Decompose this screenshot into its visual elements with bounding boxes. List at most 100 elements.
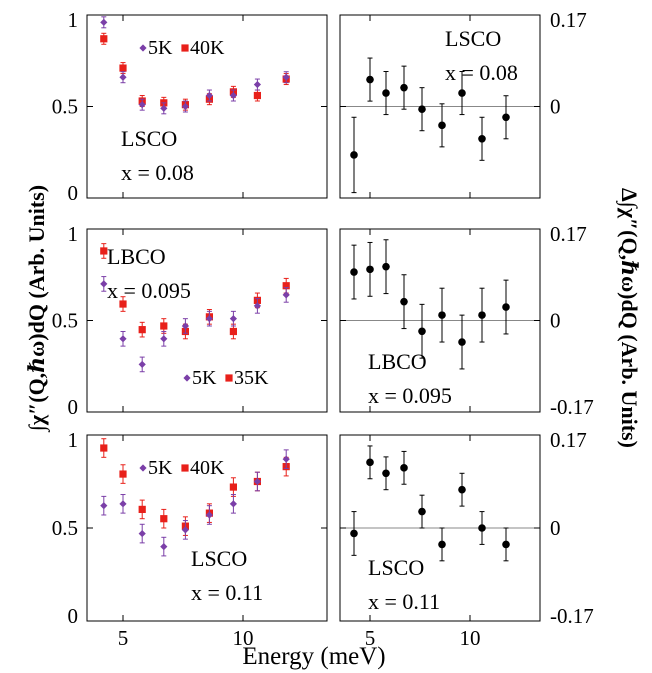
legend-label: 5K bbox=[192, 367, 217, 389]
left-y-axis-title: ∫χ″(Q,ℏω)dQ (Arb. Units) bbox=[24, 185, 50, 433]
data-point bbox=[478, 134, 486, 143]
data-point bbox=[418, 327, 426, 336]
x-tick-label: 5 bbox=[118, 626, 129, 650]
panel-annotation: LSCO bbox=[191, 546, 247, 571]
y-tick-label: 0 bbox=[68, 181, 79, 205]
y-tick-label: 0 bbox=[550, 516, 561, 540]
data-point bbox=[438, 540, 446, 549]
panel-annotation: x = 0.11 bbox=[368, 589, 440, 614]
data-point bbox=[138, 505, 146, 513]
panel-annotation: x = 0.08 bbox=[121, 160, 194, 185]
data-point bbox=[366, 265, 374, 274]
data-point bbox=[382, 89, 390, 97]
panel-annotation: LSCO bbox=[445, 26, 501, 51]
right-y-axis-title: Δ∫χ″(Q,ℏω)dQ (Arb. Units) bbox=[616, 188, 642, 448]
data-point bbox=[229, 483, 237, 491]
data-point bbox=[400, 297, 408, 306]
data-point bbox=[160, 322, 168, 330]
panel-bottom-left: 5 10 0 0.5 1 LSCO x = 0.11 5K 40K bbox=[52, 428, 328, 650]
legend-label: 40K bbox=[190, 457, 225, 479]
legend-marker bbox=[139, 464, 147, 472]
y-tick-label: 0 bbox=[68, 395, 79, 419]
data-point bbox=[119, 335, 127, 343]
legend: 5K 40K bbox=[139, 457, 225, 479]
legend-marker bbox=[139, 44, 147, 52]
panel-annotation: LSCO bbox=[368, 555, 424, 580]
data-point bbox=[253, 80, 261, 89]
series-0 bbox=[350, 445, 510, 562]
panel-annotation: LBCO bbox=[107, 244, 166, 269]
data-point bbox=[253, 302, 261, 310]
legend-marker bbox=[181, 44, 189, 52]
y-tick-label: 1 bbox=[68, 8, 79, 32]
panel-middle-right: -0.17 0 0.17 LBCO x = 0.095 bbox=[339, 222, 594, 419]
legend: 5K 35K bbox=[183, 367, 269, 389]
data-point bbox=[366, 75, 374, 84]
data-point bbox=[478, 524, 486, 532]
series-0 bbox=[350, 239, 510, 370]
legend-marker bbox=[181, 464, 189, 472]
data-point bbox=[502, 113, 510, 122]
panel-annotation: x = 0.095 bbox=[107, 278, 191, 303]
data-point bbox=[181, 102, 189, 111]
y-tick-label: 0 bbox=[68, 604, 79, 628]
data-point bbox=[100, 280, 108, 288]
panel-middle-left: 0 0.5 1 LBCO x = 0.095 5K 35K bbox=[52, 222, 328, 419]
y-tick-label: 1 bbox=[68, 428, 79, 452]
data-point bbox=[438, 311, 446, 319]
data-point bbox=[458, 485, 466, 494]
y-tick-label: 0.5 bbox=[52, 95, 78, 119]
data-point bbox=[282, 282, 290, 290]
data-point bbox=[502, 303, 510, 311]
data-point bbox=[100, 502, 108, 510]
legend-marker bbox=[183, 374, 191, 382]
data-point bbox=[253, 91, 261, 100]
data-point bbox=[282, 291, 290, 299]
y-tick-label: 0.17 bbox=[550, 222, 587, 246]
x-axis-title: Energy (meV) bbox=[242, 643, 385, 670]
data-point bbox=[478, 311, 486, 319]
data-point bbox=[205, 511, 213, 519]
series-1 bbox=[100, 276, 290, 373]
series-0 bbox=[350, 57, 510, 194]
y-tick-label: -0.17 bbox=[550, 395, 594, 419]
legend: 5K 40K bbox=[139, 37, 225, 59]
y-tick-label: 0 bbox=[550, 309, 561, 333]
data-point bbox=[181, 322, 189, 330]
x-tick-label: 10 bbox=[233, 626, 254, 650]
data-point bbox=[119, 500, 127, 508]
legend-label: 5K bbox=[148, 37, 173, 59]
data-point bbox=[350, 268, 358, 276]
y-tick-label: 0.17 bbox=[550, 8, 587, 32]
data-point bbox=[350, 529, 358, 538]
panel-top-right: 0 0.17 LSCO x = 0.08 bbox=[339, 8, 587, 199]
data-point bbox=[366, 458, 374, 467]
data-point bbox=[350, 151, 358, 159]
legend-label: 40K bbox=[190, 37, 225, 59]
data-point bbox=[119, 300, 127, 308]
data-point bbox=[138, 101, 146, 109]
data-point bbox=[458, 89, 466, 97]
y-tick-label: 1 bbox=[68, 222, 79, 246]
panel-annotation: x = 0.11 bbox=[191, 580, 263, 605]
series-1 bbox=[100, 449, 290, 557]
panel-bottom-right: 5 10 -0.17 0 0.17 LSCO x = 0.11 bbox=[339, 428, 594, 650]
x-tick-label: 5 bbox=[365, 626, 376, 650]
data-point bbox=[205, 91, 213, 100]
data-point bbox=[382, 469, 390, 478]
data-point bbox=[100, 247, 108, 255]
panel-annotation: x = 0.095 bbox=[368, 383, 452, 408]
data-point bbox=[282, 73, 290, 81]
panel-top-left: 0 0.5 1 LSCO x = 0.08 5K 40K bbox=[52, 8, 328, 205]
data-point bbox=[229, 327, 237, 336]
data-point bbox=[438, 121, 446, 130]
data-point bbox=[229, 500, 237, 508]
legend-label: 35K bbox=[234, 367, 269, 389]
data-point bbox=[181, 526, 189, 534]
data-point bbox=[160, 104, 168, 112]
series-1 bbox=[100, 16, 290, 115]
x-tick-label: 10 bbox=[460, 626, 481, 650]
panel-annotation: LSCO bbox=[121, 126, 177, 151]
series-0 bbox=[100, 243, 290, 340]
